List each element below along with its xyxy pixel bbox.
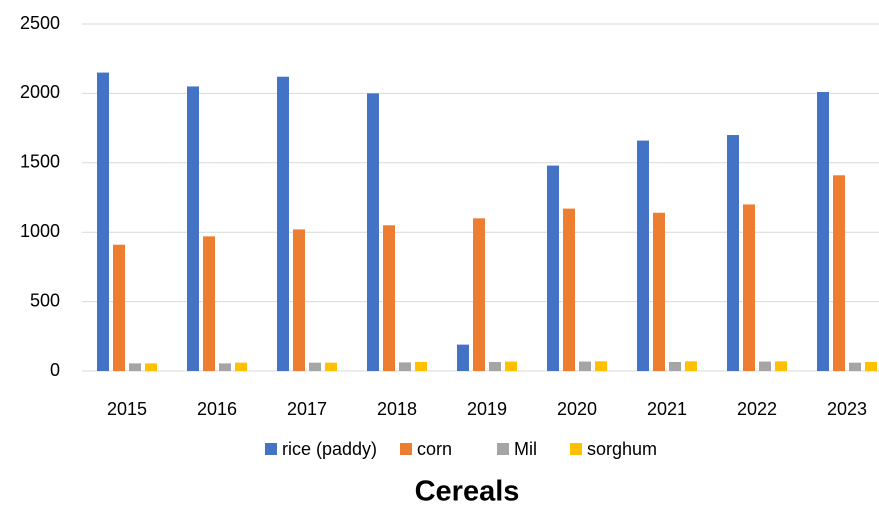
- x-tick-label: 2016: [197, 399, 237, 419]
- bar: [415, 361, 427, 371]
- x-tick-label: 2015: [107, 399, 147, 419]
- bar: [293, 229, 305, 371]
- legend-swatch: [265, 443, 277, 455]
- bar: [759, 361, 771, 371]
- bar: [129, 363, 141, 371]
- x-tick-label: 2021: [647, 399, 687, 419]
- bar: [113, 244, 125, 371]
- y-tick-label: 1500: [20, 152, 60, 172]
- bar: [235, 362, 247, 371]
- bar: [309, 362, 321, 371]
- legend-label: Mil: [514, 439, 537, 459]
- bar: [457, 344, 469, 371]
- bar: [727, 135, 739, 371]
- x-tick-label: 2023: [827, 399, 867, 419]
- bar: [367, 93, 379, 372]
- legend-label: sorghum: [587, 439, 657, 459]
- bar: [325, 362, 337, 371]
- bar: [399, 362, 411, 371]
- y-tick-label: 1000: [20, 221, 60, 241]
- bar: [865, 361, 877, 371]
- legend-swatch: [400, 443, 412, 455]
- bar: [637, 140, 649, 371]
- x-tick-label: 2020: [557, 399, 597, 419]
- x-tick-label: 2022: [737, 399, 777, 419]
- bar: [97, 72, 109, 371]
- bar: [669, 361, 681, 371]
- bar: [775, 361, 787, 371]
- y-tick-label: 0: [50, 360, 60, 380]
- bar: [383, 225, 395, 371]
- x-tick-label: 2017: [287, 399, 327, 419]
- x-tick-label: 2019: [467, 399, 507, 419]
- bar: [277, 76, 289, 371]
- bar: [145, 363, 157, 371]
- bar: [849, 362, 861, 371]
- legend-label: rice (paddy): [282, 439, 377, 459]
- x-tick-label: 2018: [377, 399, 417, 419]
- legend-label: corn: [417, 439, 452, 459]
- bar: [595, 361, 607, 371]
- y-tick-label: 2500: [20, 13, 60, 33]
- bar: [489, 361, 501, 371]
- bar: [817, 92, 829, 372]
- bar: [473, 218, 485, 371]
- bar: [203, 236, 215, 371]
- bar: [833, 175, 845, 371]
- bar: [653, 212, 665, 371]
- legend-swatch: [570, 443, 582, 455]
- bar: [685, 361, 697, 371]
- chart-title: Cereals: [415, 476, 520, 506]
- bar: [547, 165, 559, 371]
- legend-swatch: [497, 443, 509, 455]
- y-tick-label: 500: [30, 290, 60, 310]
- bar: [187, 86, 199, 372]
- bar: [579, 361, 591, 371]
- bar: [743, 204, 755, 371]
- bar: [219, 363, 231, 371]
- y-tick-label: 2000: [20, 82, 60, 102]
- bar: [563, 208, 575, 371]
- bar: [505, 361, 517, 371]
